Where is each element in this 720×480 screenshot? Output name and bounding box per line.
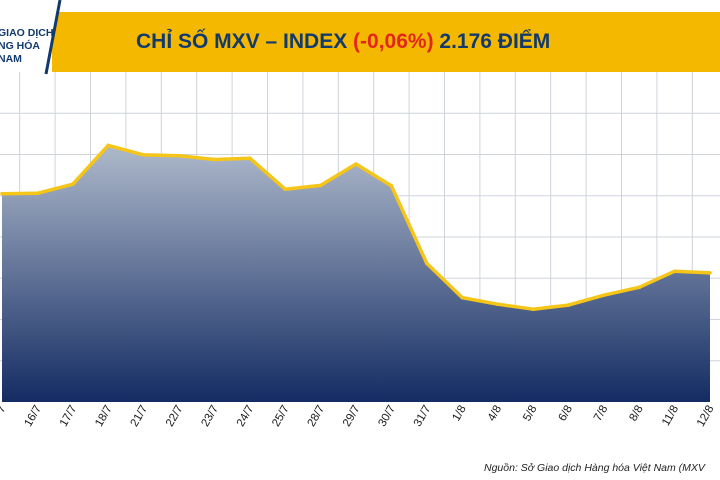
x-tick-label: 7/8 [592, 404, 610, 424]
series-points [0, 143, 712, 311]
x-axis-ticks: 7 16/7 17/7 18/7 21/7 22/7 23/7 24/7 25/7 28/7 29/… [0, 404, 717, 429]
data-point-1-8 [460, 295, 465, 300]
data-point-17-7 [71, 182, 75, 186]
x-tick-label: 8/8 [627, 404, 645, 424]
series-area [2, 145, 710, 402]
x-tick-label: 23/7 [199, 404, 221, 429]
x-tick-label: 21/7 [129, 404, 151, 429]
title-value: 2.176 ĐIỂM [434, 30, 551, 53]
data-point-23-7 [212, 157, 217, 162]
x-tick-label: 29/7 [341, 404, 363, 429]
data-point-30-7 [389, 184, 394, 188]
data-point-28-7 [318, 183, 323, 188]
data-point-18-7 [106, 143, 110, 148]
data-point-4-8 [495, 302, 500, 307]
data-point-24-7 [248, 156, 252, 161]
logo-line-3: NAM [0, 53, 22, 65]
data-point-25-7 [283, 187, 288, 191]
x-tick-label: 1/8 [450, 404, 468, 424]
data-point-7-8 [602, 293, 606, 297]
data-point-31-7 [425, 261, 429, 266]
chart-title: CHỈ SỐ MXV – INDEX (-0,06%) 2.176 ĐIỂM [136, 29, 550, 53]
data-point-11-8 [672, 269, 677, 274]
x-tick-label: 11/8 [660, 404, 681, 429]
x-tick-label: 5/8 [521, 404, 539, 424]
data-point-5-8 [531, 307, 535, 311]
x-tick-label: 18/7 [93, 404, 115, 429]
x-tick-label: 12/8 [695, 404, 717, 429]
logo-line-2: NG HÓA [0, 39, 40, 52]
logo: GIAO DỊCH NG HÓA NAM [0, 27, 53, 65]
x-tick-label: 4/8 [486, 404, 504, 424]
x-tick-label: 16/7 [22, 404, 44, 429]
data-point-6-8 [566, 303, 571, 307]
data-point-29-7 [354, 162, 358, 166]
x-tick-label: 25/7 [270, 404, 292, 429]
logo-divider [44, 0, 62, 75]
source-note: Nguồn: Sở Giao dịch Hàng hóa Việt Nam (M… [484, 462, 706, 474]
data-point-16-7 [35, 191, 40, 196]
logo-line-1: GIAO DỊCH [0, 27, 53, 39]
x-tick-label: 24/7 [235, 404, 257, 429]
x-tick-label: 7 [0, 404, 9, 416]
title-main: CHỈ SỐ MXV – INDEX [136, 29, 353, 53]
data-point-22-7 [177, 153, 181, 158]
x-tick-label: 22/7 [164, 404, 186, 429]
x-tick-label: 28/7 [306, 404, 328, 429]
data-point-21-7 [141, 153, 146, 157]
x-tick-label: 17/7 [58, 404, 80, 429]
title-change: (-0,06%) [353, 30, 434, 53]
x-tick-label: 31/7 [412, 404, 434, 429]
logo-panel [0, 0, 60, 72]
data-point-15-7 [0, 191, 4, 196]
data-point-8-8 [637, 285, 641, 290]
data-point-12-8 [708, 271, 712, 275]
title-band [52, 12, 720, 72]
x-tick-label: 6/8 [557, 404, 575, 424]
x-tick-label: 30/7 [376, 404, 398, 429]
